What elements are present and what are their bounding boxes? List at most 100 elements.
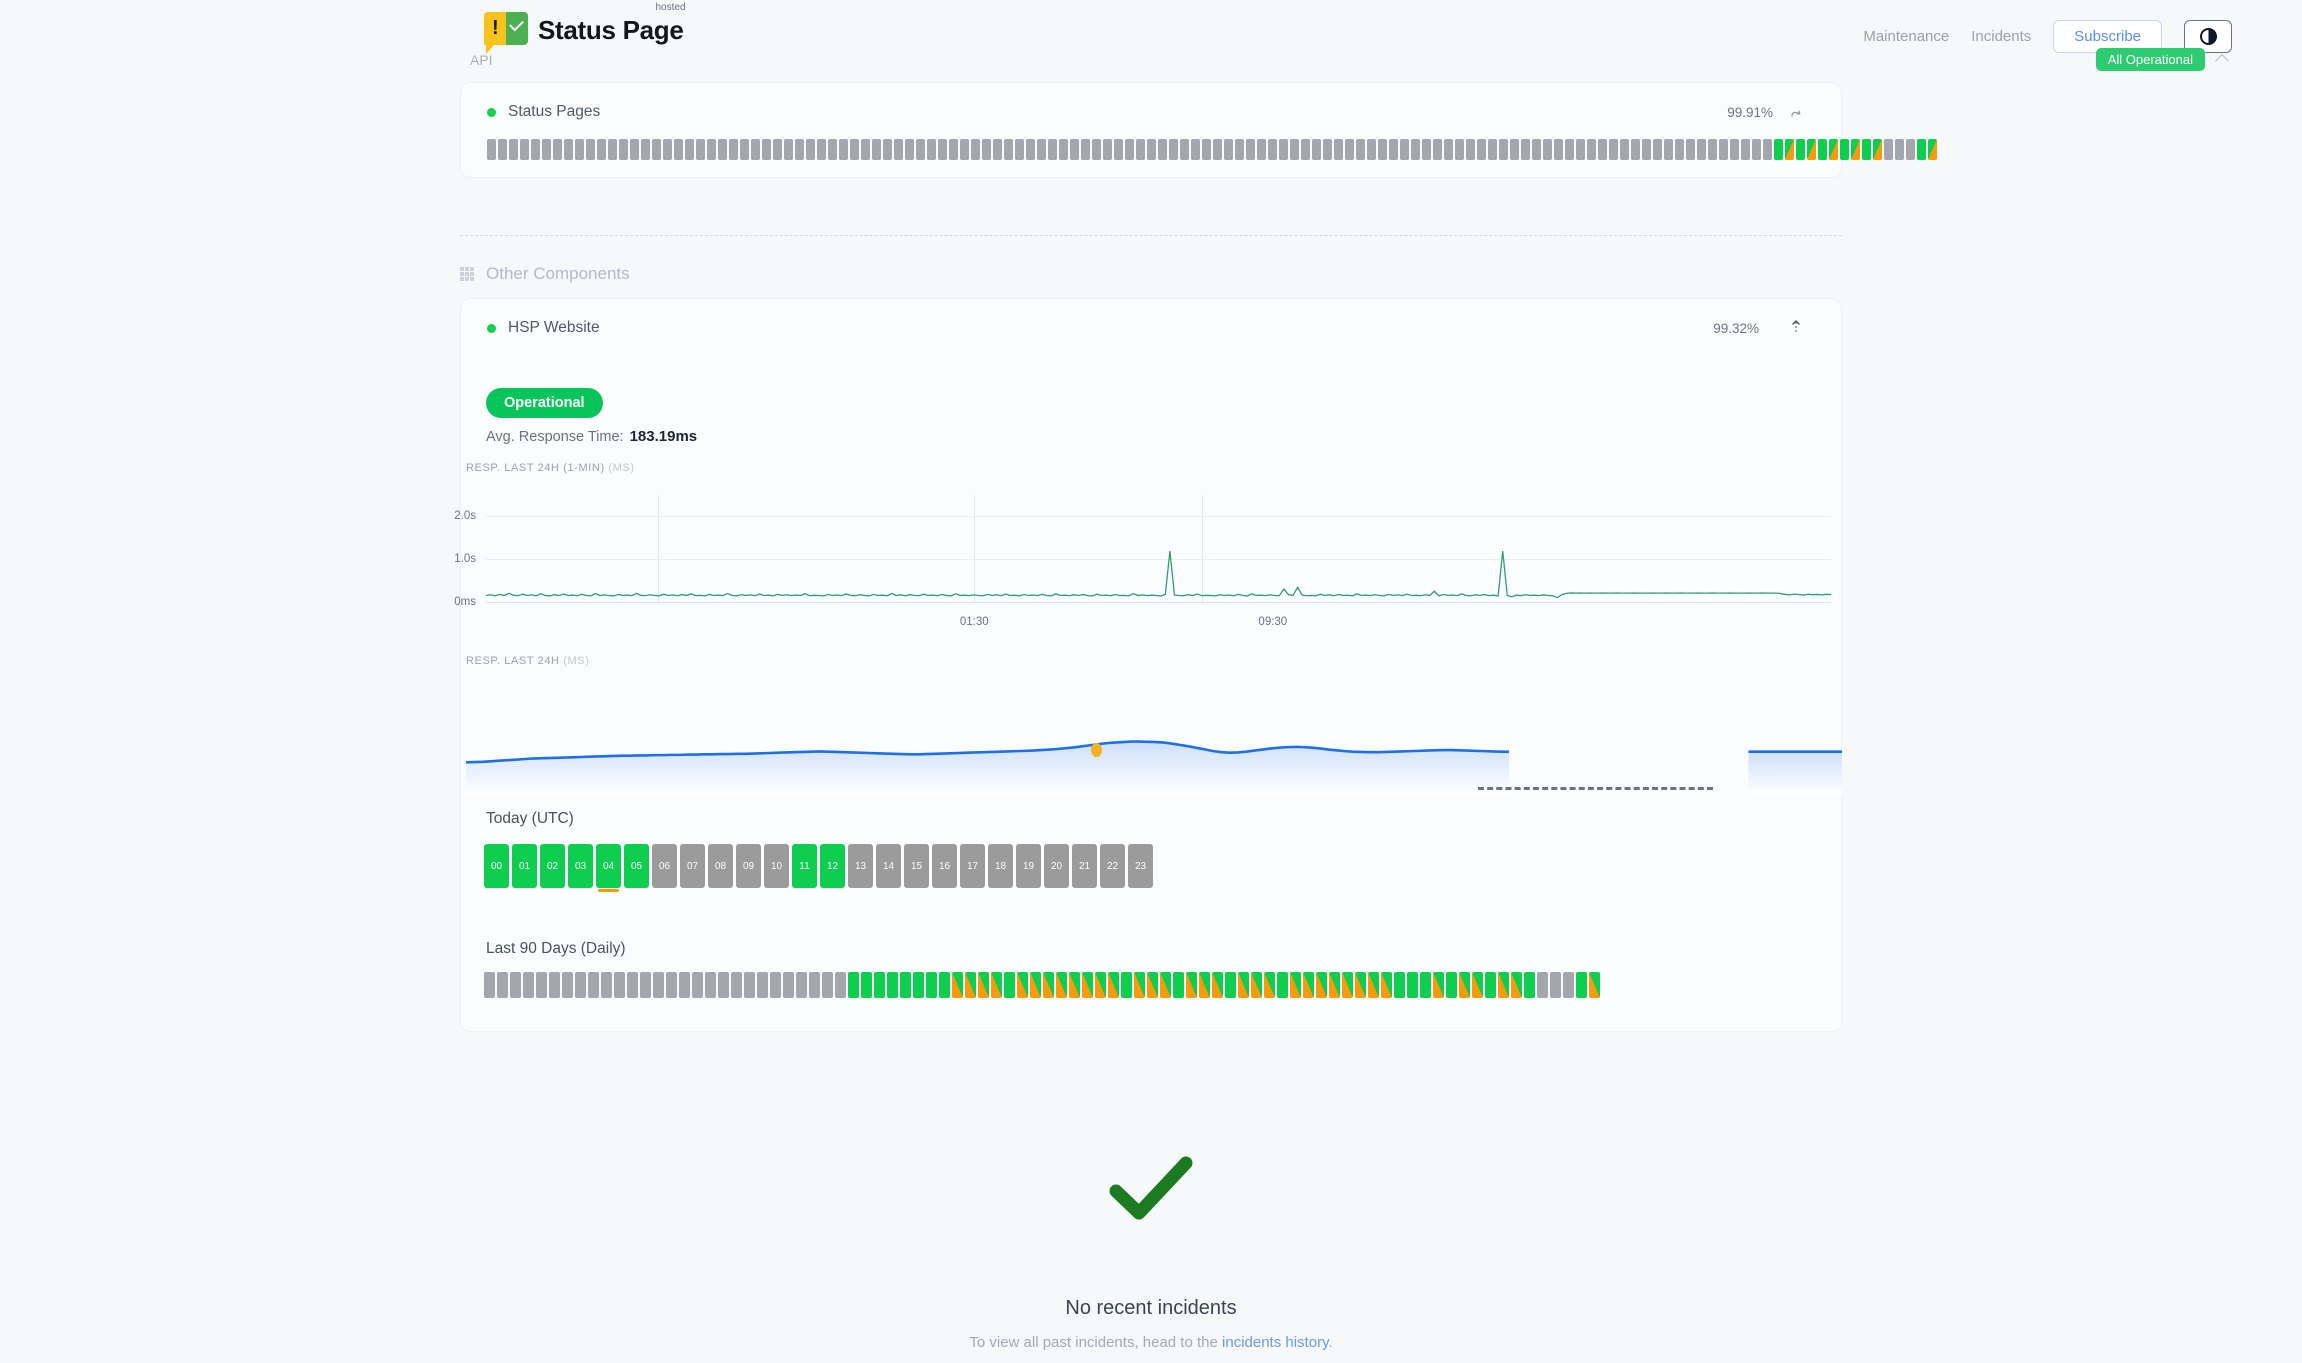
uptime-segment[interactable]	[1081, 139, 1090, 160]
uptime-segment[interactable]	[1180, 139, 1189, 160]
day-cell[interactable]	[744, 972, 755, 998]
day-cell[interactable]	[835, 972, 846, 998]
uptime-segment[interactable]	[1224, 139, 1233, 160]
uptime-segment[interactable]	[1499, 139, 1508, 160]
day-cell[interactable]	[965, 972, 976, 998]
chevron-up-icon[interactable]	[2217, 52, 2230, 65]
uptime-segment[interactable]	[1279, 139, 1288, 160]
uptime-segment[interactable]	[971, 139, 980, 160]
uptime-segment[interactable]	[1565, 139, 1574, 160]
uptime-segment[interactable]	[828, 139, 837, 160]
day-cell[interactable]	[1173, 972, 1184, 998]
uptime-segment[interactable]	[740, 139, 749, 160]
uptime-segment[interactable]	[1840, 139, 1849, 160]
uptime-segment[interactable]	[861, 139, 870, 160]
uptime-segment[interactable]	[1631, 139, 1640, 160]
day-cell[interactable]	[1394, 972, 1405, 998]
uptime-segment[interactable]	[751, 139, 760, 160]
uptime-segment[interactable]	[608, 139, 617, 160]
uptime-segment[interactable]	[652, 139, 661, 160]
uptime-segment[interactable]	[1191, 139, 1200, 160]
uptime-segment[interactable]	[1719, 139, 1728, 160]
day-cell[interactable]	[1368, 972, 1379, 998]
uptime-segment[interactable]	[1488, 139, 1497, 160]
day-cell[interactable]	[1355, 972, 1366, 998]
day-cell[interactable]	[1420, 972, 1431, 998]
uptime-segment[interactable]	[1763, 139, 1772, 160]
uptime-segment[interactable]	[707, 139, 716, 160]
day-cell[interactable]	[926, 972, 937, 998]
day-cell[interactable]	[1459, 972, 1470, 998]
uptime-segment[interactable]	[1147, 139, 1156, 160]
day-cell[interactable]	[874, 972, 885, 998]
uptime-segment[interactable]	[1356, 139, 1365, 160]
uptime-segment[interactable]	[630, 139, 639, 160]
uptime-segment[interactable]	[1785, 139, 1794, 160]
day-cell[interactable]	[848, 972, 859, 998]
day-cell[interactable]	[1199, 972, 1210, 998]
hour-cell[interactable]: 17	[960, 844, 985, 888]
uptime-segment[interactable]	[1103, 139, 1112, 160]
day-cell[interactable]	[1498, 972, 1509, 998]
uptime-segment[interactable]	[1037, 139, 1046, 160]
hour-cell[interactable]: 14	[876, 844, 901, 888]
uptime-segment[interactable]	[773, 139, 782, 160]
day-cell[interactable]	[1381, 972, 1392, 998]
uptime-segment[interactable]	[1818, 139, 1827, 160]
day-cell[interactable]	[1576, 972, 1587, 998]
day-cell[interactable]	[1316, 972, 1327, 998]
day-cell[interactable]	[640, 972, 651, 998]
hour-cell[interactable]: 09	[736, 844, 761, 888]
hour-cell[interactable]: 10	[764, 844, 789, 888]
uptime-segment[interactable]	[498, 139, 507, 160]
uptime-segment[interactable]	[1675, 139, 1684, 160]
hour-cell[interactable]: 07	[680, 844, 705, 888]
uptime-segment[interactable]	[1136, 139, 1145, 160]
day-cell[interactable]	[757, 972, 768, 998]
day-cell[interactable]	[666, 972, 677, 998]
hour-cell[interactable]: 19	[1016, 844, 1041, 888]
day-cell[interactable]	[939, 972, 950, 998]
day-cell[interactable]	[1563, 972, 1574, 998]
uptime-segment[interactable]	[1829, 139, 1838, 160]
uptime-segment[interactable]	[1015, 139, 1024, 160]
uptime-segment[interactable]	[718, 139, 727, 160]
day-cell[interactable]	[614, 972, 625, 998]
uptime-segment[interactable]	[1411, 139, 1420, 160]
uptime-segment[interactable]	[509, 139, 518, 160]
day-cell[interactable]	[861, 972, 872, 998]
day-cell[interactable]	[1147, 972, 1158, 998]
uptime-segment[interactable]	[1169, 139, 1178, 160]
uptime-segment[interactable]	[1609, 139, 1618, 160]
hour-cell[interactable]: 01	[512, 844, 537, 888]
uptime-segment[interactable]	[993, 139, 1002, 160]
collapse-arrow-icon[interactable]	[1789, 319, 1803, 333]
day-cell[interactable]	[588, 972, 599, 998]
highlight-dot-marker[interactable]	[1091, 743, 1103, 758]
day-cell[interactable]	[601, 972, 612, 998]
day-cell[interactable]	[718, 972, 729, 998]
day-cell[interactable]	[1004, 972, 1015, 998]
day-cell[interactable]	[1485, 972, 1496, 998]
hour-cell[interactable]: 11	[792, 844, 817, 888]
day-cell[interactable]	[1303, 972, 1314, 998]
day-cell[interactable]	[1433, 972, 1444, 998]
hour-cell[interactable]: 23	[1128, 844, 1153, 888]
day-cell[interactable]	[1264, 972, 1275, 998]
uptime-segment[interactable]	[1202, 139, 1211, 160]
day-cell[interactable]	[731, 972, 742, 998]
hour-cell[interactable]: 18	[988, 844, 1013, 888]
day-cell[interactable]	[1212, 972, 1223, 998]
day-cell[interactable]	[991, 972, 1002, 998]
uptime-segment[interactable]	[641, 139, 650, 160]
day-cell[interactable]	[1017, 972, 1028, 998]
uptime-segment[interactable]	[1158, 139, 1167, 160]
uptime-segment[interactable]	[1213, 139, 1222, 160]
day-cell[interactable]	[887, 972, 898, 998]
uptime-segment[interactable]	[883, 139, 892, 160]
uptime-segment[interactable]	[960, 139, 969, 160]
day-cell[interactable]	[1056, 972, 1067, 998]
uptime-segment[interactable]	[1752, 139, 1761, 160]
uptime-segment[interactable]	[1774, 139, 1783, 160]
day-cell[interactable]	[549, 972, 560, 998]
